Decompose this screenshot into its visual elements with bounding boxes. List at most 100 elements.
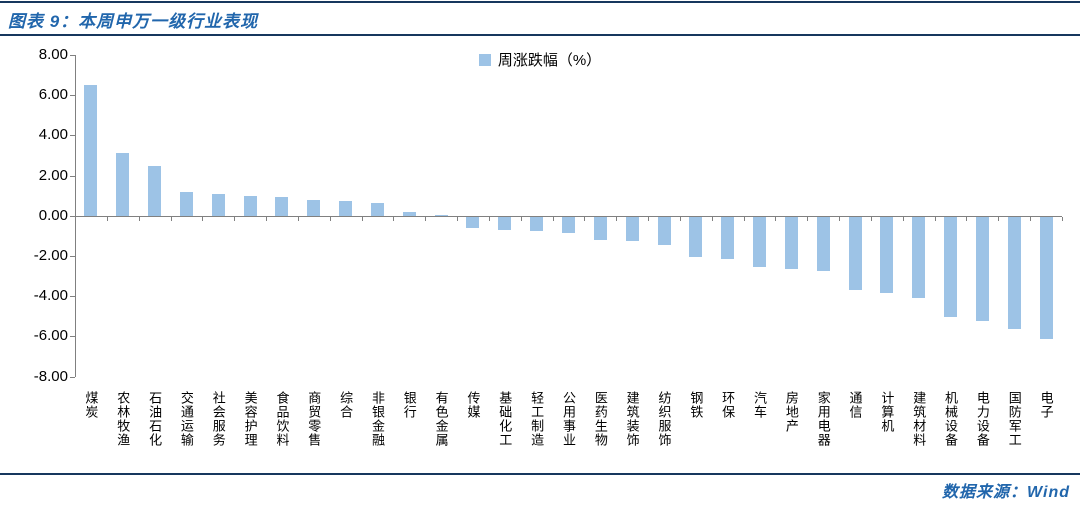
x-axis-category: 计算机	[871, 391, 903, 471]
x-axis-tick	[106, 216, 108, 221]
chart-legend: 周涨跌幅（%）	[0, 49, 1080, 70]
x-axis-category: 轻工制造	[521, 391, 553, 471]
x-axis-category-label: 建筑材料	[911, 391, 927, 447]
x-axis-category-label: 社会服务	[210, 391, 226, 447]
x-axis-category-label: 美容护理	[242, 391, 258, 447]
bar	[784, 216, 798, 270]
x-axis-category-label: 房地产	[783, 391, 799, 433]
x-axis-tick	[361, 216, 363, 221]
x-axis-category-label: 传媒	[465, 391, 481, 419]
bar	[370, 202, 384, 216]
bar	[1039, 216, 1053, 340]
title-divider	[0, 34, 1080, 36]
x-axis-category: 食品饮料	[266, 391, 298, 471]
x-axis-tick	[170, 216, 172, 221]
x-axis-tick	[297, 216, 299, 221]
x-axis-category: 有色金属	[425, 391, 457, 471]
x-axis-tick	[234, 216, 236, 221]
x-axis-category: 交通运输	[171, 391, 203, 471]
x-axis-category: 煤炭	[75, 391, 107, 471]
x-axis-tick	[998, 216, 1000, 221]
legend-label: 周涨跌幅（%）	[497, 52, 602, 69]
bar	[211, 193, 225, 216]
x-axis-category: 银行	[393, 391, 425, 471]
x-axis-category-label: 医药生物	[592, 391, 608, 447]
x-axis-category: 基础化工	[489, 391, 521, 471]
x-axis-tick	[743, 216, 745, 221]
x-axis-tick	[393, 216, 395, 221]
bar	[148, 165, 162, 216]
bar	[434, 214, 448, 216]
bar	[816, 216, 830, 272]
bar	[848, 216, 862, 291]
x-axis-category-label: 机械设备	[943, 391, 959, 447]
x-axis-category-label: 计算机	[879, 391, 895, 433]
x-axis-category: 汽车	[744, 391, 776, 471]
x-axis-tick	[902, 216, 904, 221]
x-axis-category-label: 非银金融	[369, 391, 385, 447]
x-axis-category-label: 农林牧渔	[115, 391, 131, 447]
x-axis-tick	[934, 216, 936, 221]
y-axis-label: 6.00	[38, 86, 68, 104]
bar	[880, 216, 894, 294]
y-axis-label: 4.00	[38, 126, 68, 144]
bar	[975, 216, 989, 322]
x-axis-tick	[1030, 216, 1032, 221]
x-axis-tick	[839, 216, 841, 221]
x-axis-tick	[648, 216, 650, 221]
bar	[1007, 216, 1021, 330]
x-axis-category: 电子	[1030, 391, 1062, 471]
y-axis-tick	[70, 135, 75, 137]
x-axis-category: 非银金融	[362, 391, 394, 471]
x-axis-category-label: 有色金属	[433, 391, 449, 447]
top-divider	[0, 1, 1080, 3]
bar	[593, 216, 607, 240]
x-axis-category: 美容护理	[234, 391, 266, 471]
x-axis-category-label: 综合	[338, 391, 354, 419]
bar	[562, 216, 575, 233]
x-axis-tick	[711, 216, 713, 221]
x-axis-category: 国防军工	[998, 391, 1030, 471]
x-axis-tick	[138, 216, 140, 221]
x-axis-tick	[75, 216, 76, 221]
x-axis-tick	[329, 216, 331, 221]
x-axis-tick	[266, 216, 268, 221]
bar	[753, 216, 767, 268]
y-axis-tick	[70, 256, 75, 257]
y-axis-label: 0.00	[38, 206, 68, 224]
x-axis-category: 钢铁	[680, 391, 712, 471]
bar	[466, 216, 480, 228]
bar	[402, 211, 416, 216]
x-axis-tick	[1062, 216, 1063, 221]
bar	[339, 200, 353, 216]
legend-swatch-icon	[478, 53, 491, 66]
data-source-label: 数据来源：Wind	[942, 484, 1070, 501]
x-axis-tick	[457, 216, 459, 221]
x-axis-tick	[202, 216, 204, 221]
x-axis-tick	[584, 216, 586, 221]
x-axis-category: 机械设备	[935, 391, 967, 471]
y-axis-tick	[70, 376, 75, 378]
x-axis-category: 社会服务	[202, 391, 234, 471]
bar	[116, 153, 130, 216]
x-axis-category: 环保	[712, 391, 744, 471]
x-axis-category-label: 汽车	[752, 391, 768, 419]
x-axis-category-label: 通信	[847, 391, 863, 419]
y-axis-tick	[70, 175, 75, 177]
x-axis-category-label: 基础化工	[497, 391, 513, 447]
x-axis-tick	[552, 216, 554, 221]
bar	[657, 216, 671, 245]
bar	[179, 191, 193, 216]
x-axis-line	[75, 215, 1062, 217]
x-axis-category-label: 建筑装饰	[624, 391, 640, 447]
bar	[243, 195, 257, 216]
x-axis-category-label: 电子	[1038, 391, 1054, 419]
x-axis-tick	[616, 216, 618, 221]
x-axis-category-label: 公用事业	[560, 391, 576, 447]
x-axis-category-label: 家用电器	[815, 391, 831, 447]
x-axis-category-label: 煤炭	[83, 391, 99, 419]
x-axis-tick	[679, 216, 681, 221]
bar	[530, 216, 544, 231]
bar	[689, 216, 703, 257]
